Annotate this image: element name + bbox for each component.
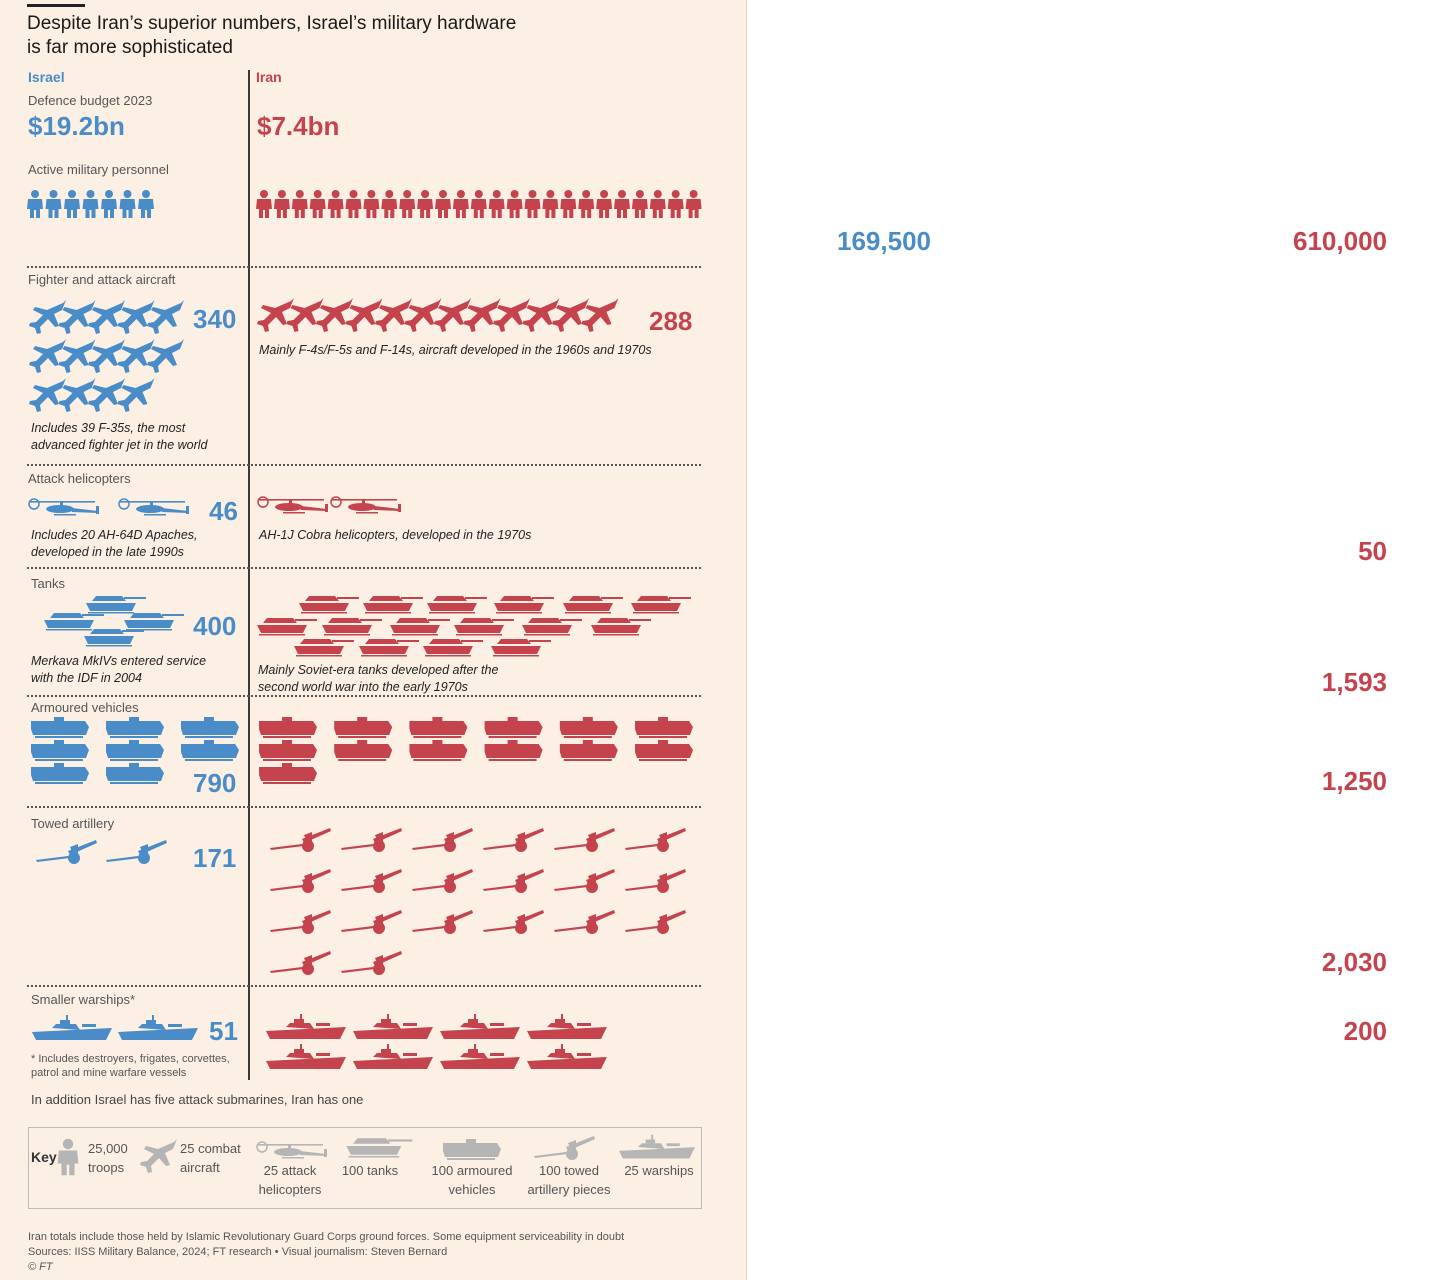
iran-artillery-value: 2,030 (1321, 947, 1387, 977)
israel-aircraft-note: Includes 39 F-35s, the most advanced fig… (31, 421, 208, 452)
warships-label: Smaller warships* (31, 992, 136, 1007)
section-separator (27, 695, 701, 697)
budget-label: Defence budget 2023 (28, 93, 153, 108)
israel-warships-value: 51 (209, 1016, 238, 1046)
iran-budget-value: $7.4bn (257, 111, 340, 141)
israel-tanks-value: 400 (193, 611, 237, 641)
credits-sources: Sources: IISS Military Balance, 2024; FT… (28, 1246, 448, 1258)
title-line-1: Despite Iran’s superior numbers, Israel’… (27, 13, 517, 34)
israel-column-header: Israel (28, 69, 65, 85)
key-label-troops: 25,000 troops (88, 1141, 128, 1175)
israel-helicopters-value: 46 (209, 496, 238, 526)
section-separator (27, 567, 701, 569)
section-separator (27, 806, 701, 808)
israel-budget-value: $19.2bn (28, 111, 125, 141)
helicopters-label: Attack helicopters (28, 471, 131, 486)
key-label-helicopters: 25 attack helicopters (258, 1163, 322, 1197)
key-label-tanks: 100 tanks (341, 1163, 399, 1178)
israel-tanks-note: Merkava MkIVs entered service with the I… (31, 654, 207, 685)
iran-tanks-note: Mainly Soviet-era tanks developed after … (258, 663, 499, 694)
credits-copyright: © FT (28, 1261, 53, 1273)
tanks-label: Tanks (31, 576, 65, 591)
iran-tanks-value: 1,593 (1321, 667, 1387, 697)
section-separator (27, 985, 701, 987)
key-box (28, 1127, 702, 1209)
key-label-artillery: 100 towed artillery pieces (527, 1163, 611, 1197)
artillery-label: Towed artillery (31, 816, 115, 831)
section-separator (27, 464, 701, 466)
key-label-armoured: 100 armoured vehicles (431, 1163, 513, 1197)
iran-aircraft-note: Mainly F-4s/F-5s and F-14s, aircraft dev… (259, 343, 652, 357)
key-label-aircraft: 25 combat aircraft (180, 1141, 241, 1175)
iran-aircraft-value: 288 (649, 306, 693, 336)
panel-edge (746, 0, 747, 1280)
warship-footnote-line-2: patrol and mine warfare vessels (31, 1067, 187, 1079)
section-separator (27, 266, 701, 268)
infographic-panel (0, 0, 746, 1280)
armoured-label: Armoured vehicles (31, 700, 139, 715)
aircraft-label: Fighter and attack aircraft (28, 272, 176, 287)
key-label-warships: 25 warships (624, 1163, 694, 1178)
submarines-note: In addition Israel has five attack subma… (31, 1092, 364, 1107)
israel-helicopters-note: Includes 20 AH-64D Apaches, developed in… (31, 528, 198, 559)
iran-helicopters-note: AH-1J Cobra helicopters, developed in th… (259, 528, 532, 542)
israel-armoured-value: 790 (193, 768, 237, 798)
column-divider (248, 70, 250, 1080)
iran-personnel-value: 610,000 (1293, 226, 1387, 256)
iran-column-header: Iran (256, 69, 282, 85)
israel-aircraft-value: 340 (193, 304, 237, 334)
title-line-2: is far more sophisticated (27, 37, 233, 58)
israel-personnel-value: 169,500 (837, 226, 931, 256)
iran-warships-value: 200 (1343, 1016, 1387, 1046)
personnel-label: Active military personnel (28, 162, 169, 177)
header-rule (27, 4, 85, 7)
iran-helicopters-value: 50 (1358, 536, 1387, 566)
credits-note: Iran totals include those held by Islami… (28, 1231, 625, 1243)
key-title: Key (31, 1149, 57, 1165)
warship-footnote-line-1: * Includes destroyers, frigates, corvett… (31, 1053, 230, 1065)
israel-artillery-value: 171 (193, 843, 237, 873)
iran-armoured-value: 1,250 (1321, 766, 1387, 796)
